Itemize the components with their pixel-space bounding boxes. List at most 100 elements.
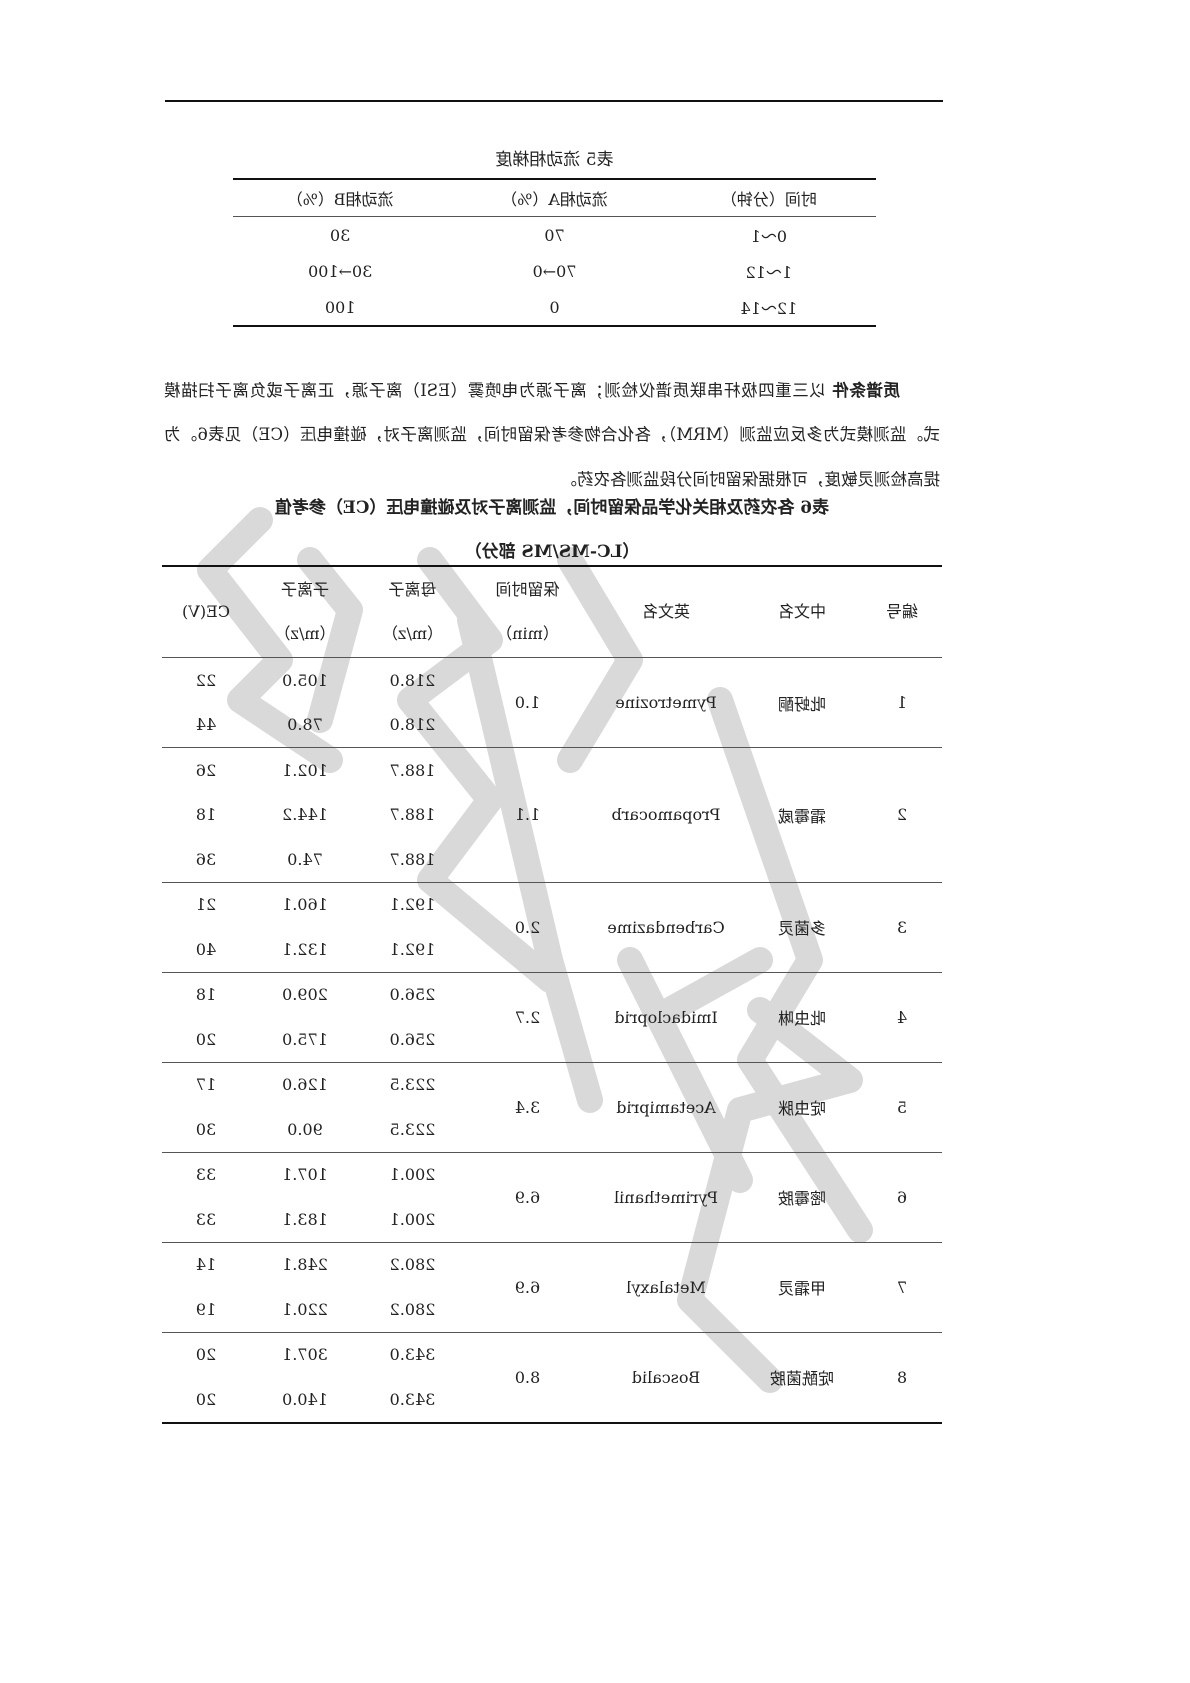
cell-child-ion: 90.0 bbox=[250, 1107, 360, 1152]
cell-en-name: Propamocarb bbox=[590, 747, 742, 882]
cell-child-ion: 107.1 bbox=[282, 1165, 328, 1185]
cell-retention-time: 2.0 bbox=[465, 882, 590, 972]
cell-child-ion: 132.1 bbox=[250, 927, 360, 972]
cell-child-ion: 183.1 bbox=[250, 1197, 360, 1242]
cell-parent-ion: 280.2 bbox=[389, 1255, 436, 1275]
cell-child-ion: 307.1 bbox=[282, 1345, 328, 1365]
cell-child-ion: 144.2 bbox=[282, 805, 328, 825]
cell-ce: 18 bbox=[195, 805, 217, 825]
cell-ce: 14 bbox=[195, 1255, 217, 1275]
cell-ce: 18 bbox=[195, 985, 217, 1005]
cell-no: 3 bbox=[862, 882, 942, 972]
table-row: 3 多菌灵 Carbendazime 2.0 192.1 160.1 21 bbox=[162, 882, 942, 972]
cell-ce: 19 bbox=[162, 1287, 250, 1332]
table6-title: 表6 各农药及相关化学品保留时间，监测离子对及碰撞电压（CE）参考值 bbox=[274, 498, 830, 518]
cell-ce: 44 bbox=[162, 702, 250, 748]
table6-pesticide-ms-parameters: 编号 中文名 英文名 保留时间 （min） 母离子 （m/z） 子离子 （m/z） C… bbox=[162, 565, 942, 1424]
t5-header-time: 时间（分钟） bbox=[661, 179, 876, 217]
cell-ce: 20 bbox=[195, 1345, 217, 1365]
t6-header-ce: CE(V) bbox=[162, 566, 250, 658]
paragraph-lead: 质谱条件 bbox=[831, 380, 900, 400]
cell-parent-ion: 200.1 bbox=[360, 1197, 465, 1242]
cell-parent-ion: 343.0 bbox=[389, 1345, 436, 1365]
cell: 100 bbox=[324, 297, 356, 317]
cell-parent-ion: 223.5 bbox=[360, 1107, 465, 1152]
cell-en-name: Boscalid bbox=[590, 1332, 742, 1423]
cell-child-ion: 105.0 bbox=[282, 670, 328, 690]
t6-header-rt: 保留时间 （min） bbox=[465, 566, 590, 658]
cell-en-name: Pymetrozine bbox=[590, 657, 742, 748]
cell-cn-name: 嘧霉胺 bbox=[742, 1152, 862, 1242]
child-unit: （m/z） bbox=[274, 624, 336, 643]
table-row: 6 嘧霉胺 Pyrimethanil 6.9 200.1 107.1 33 bbox=[162, 1152, 942, 1242]
cell: 70 bbox=[544, 225, 565, 245]
cell: 30→100 bbox=[308, 261, 373, 281]
table-row: 5 啶虫脒 Acetamiprid 3.4 223.5 126.0 17 bbox=[162, 1062, 942, 1152]
t6-header-parent: 母离子 （m/z） bbox=[360, 566, 465, 658]
cell-cn-name: 多菌灵 bbox=[742, 882, 862, 972]
t6-header-cn: 中文名 bbox=[742, 566, 862, 658]
table5-title: 表5 流动相梯度 bbox=[495, 150, 614, 170]
cell-retention-time: 6.9 bbox=[465, 1152, 590, 1242]
cell-cn-name: 甲霜灵 bbox=[742, 1242, 862, 1332]
cell-en-name: Metalaxyl bbox=[590, 1242, 742, 1332]
cell-ce: 20 bbox=[162, 1017, 250, 1062]
cell-retention-time: 1.0 bbox=[465, 657, 590, 748]
cell-child-ion: 220.1 bbox=[250, 1287, 360, 1332]
parent-unit: （m/z） bbox=[382, 624, 443, 643]
cell-ce: 26 bbox=[195, 760, 217, 780]
rt-unit: （min） bbox=[496, 624, 559, 643]
table-row: 4 吡虫啉 Imidacloprid 2.7 256.0 209.0 18 bbox=[162, 972, 942, 1062]
cell-ce: 20 bbox=[162, 1377, 250, 1423]
ms-conditions-paragraph: 质谱条件 以三重四极杆串联质谱仪检测；离子源为电喷雾（ESI）离子源，正离子或负… bbox=[164, 369, 940, 503]
cell-child-ion: 248.1 bbox=[282, 1255, 328, 1275]
cell-no: 6 bbox=[862, 1152, 942, 1242]
cell-no: 4 bbox=[862, 972, 942, 1062]
cell-parent-ion: 192.1 bbox=[360, 927, 465, 972]
cell-en-name: Acetamiprid bbox=[590, 1062, 742, 1152]
t6-header-en: 英文名 bbox=[590, 566, 742, 658]
cell-no: 5 bbox=[862, 1062, 942, 1152]
cell-en-name: Imidacloprid bbox=[590, 972, 742, 1062]
t5-header-phase-b: 流动相B（%） bbox=[233, 179, 448, 217]
cell-cn-name: 吡虫啉 bbox=[742, 972, 862, 1062]
cell-ce: 33 bbox=[162, 1197, 250, 1242]
cell-parent-ion: 200.1 bbox=[389, 1165, 436, 1185]
cell-ce: 17 bbox=[195, 1075, 217, 1095]
table-row: 2 霜霉威 Propamocarb 1.1 188.7 102.1 26 bbox=[162, 747, 942, 882]
cell: 0 bbox=[549, 297, 560, 317]
cell-retention-time: 1.1 bbox=[465, 747, 590, 882]
cell-retention-time: 6.9 bbox=[465, 1242, 590, 1332]
table-row: 1 吡蚜酮 Pymetrozine 1.0 218.0 105.0 22 bbox=[162, 657, 942, 748]
cell-ce: 33 bbox=[195, 1165, 217, 1185]
cell-no: 1 bbox=[862, 657, 942, 748]
cell-parent-ion: 218.0 bbox=[389, 670, 436, 690]
cell-ce: 21 bbox=[195, 895, 217, 915]
cell-no: 8 bbox=[862, 1332, 942, 1423]
cell-child-ion: 160.1 bbox=[282, 895, 328, 915]
paragraph-text: 以三重四极杆串联质谱仪检测；离子源为电喷雾（ESI）离子源，正离子或负离子扫描模… bbox=[164, 380, 940, 489]
cell-parent-ion: 192.1 bbox=[389, 895, 436, 915]
cell-retention-time: 3.4 bbox=[465, 1062, 590, 1152]
cell-en-name: Carbendazime bbox=[590, 882, 742, 972]
cell-parent-ion: 188.7 bbox=[389, 760, 436, 780]
cell-child-ion: 126.0 bbox=[282, 1075, 328, 1095]
cell-parent-ion: 256.0 bbox=[360, 1017, 465, 1062]
cell-child-ion: 209.0 bbox=[282, 985, 328, 1005]
parent-label: 母离子 bbox=[388, 580, 437, 599]
cell-parent-ion: 280.2 bbox=[360, 1287, 465, 1332]
cell-parent-ion: 256.0 bbox=[389, 985, 436, 1005]
cell-parent-ion: 188.7 bbox=[389, 805, 436, 825]
cell-retention-time: 2.7 bbox=[465, 972, 590, 1062]
t6-header-child: 子离子 （m/z） bbox=[250, 566, 360, 658]
cell-ce: 30 bbox=[162, 1107, 250, 1152]
cell-cn-name: 啶虫脒 bbox=[742, 1062, 862, 1152]
rt-label: 保留时间 bbox=[495, 580, 560, 599]
table5-mobile-phase-gradient: 时间（分钟） 流动相A（%） 流动相B（%） 0～1 70 30 1～12 70→0 3… bbox=[233, 178, 876, 327]
cell-parent-ion: 188.7 bbox=[360, 837, 465, 882]
cell-en-name: Pyrimethanil bbox=[590, 1152, 742, 1242]
child-label: 子离子 bbox=[281, 580, 330, 599]
cell: 70→0 bbox=[532, 261, 577, 281]
t6-header-no: 编号 bbox=[862, 566, 942, 658]
